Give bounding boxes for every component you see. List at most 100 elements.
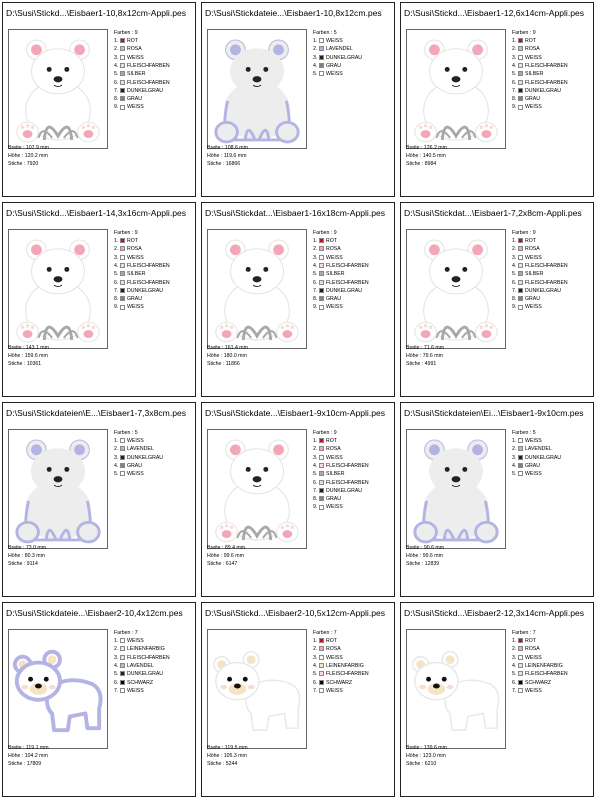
bear-shape <box>24 500 92 542</box>
bear-image <box>214 39 300 144</box>
bear-shape <box>428 125 433 129</box>
color-index: 5. <box>114 671 119 678</box>
color-name: WEISS <box>326 38 343 44</box>
bear-shape <box>275 120 300 144</box>
color-item: 9. WEISS <box>114 304 144 311</box>
color-index: 4. <box>114 62 119 69</box>
bear-shape <box>446 684 454 690</box>
color-index: 4. <box>512 62 517 69</box>
stat-breite: Breite : 119.1 mm <box>8 745 49 751</box>
color-name: LAVENDEL <box>525 446 552 453</box>
color-name: ROSA <box>326 646 341 653</box>
color-swatch <box>518 38 523 44</box>
color-swatch <box>120 271 125 277</box>
bear-shape <box>444 679 500 731</box>
color-name: WEISS <box>525 54 542 61</box>
bear-shape <box>442 528 470 541</box>
card: D:\Susi\Stickdateie...\Eisbaer2-10,4x12c… <box>2 602 196 797</box>
card: D:\Susi\Stickdat...\Eisbaer1-16x18cm-App… <box>201 202 395 397</box>
color-item: 4. FLEISCHFARBEN <box>114 263 170 270</box>
stat-breite: Breite : 108.6 mm <box>207 145 248 151</box>
bear-shape <box>280 525 285 529</box>
bear-shape <box>252 276 262 283</box>
bear-shape <box>220 684 228 690</box>
color-item: 2. ROSA <box>114 46 142 53</box>
bear-shape <box>484 323 489 328</box>
bear-shape <box>243 128 271 141</box>
color-swatch <box>518 279 523 285</box>
color-name: GRAU <box>525 296 540 303</box>
color-item: 3. DUNKELGRAU <box>114 455 163 462</box>
color-item: 8. GRAU <box>313 296 341 303</box>
bear-shape <box>462 266 468 272</box>
file-title: D:\Susi\Stickd...\Eisbaer2-10,5x12cm-App… <box>205 608 386 618</box>
bear-shape <box>481 130 492 138</box>
bear-shape <box>445 655 455 665</box>
color-name: WEISS <box>525 687 542 694</box>
bear-shape <box>86 323 91 328</box>
card: D:\Susi\Stickdateie...\Eisbaer1-10,8x12c… <box>201 2 395 197</box>
color-swatch <box>120 663 125 669</box>
color-name: WEISS <box>326 504 343 511</box>
color-swatch <box>518 438 523 444</box>
color-index: 6. <box>114 279 119 286</box>
bear-image <box>213 651 301 731</box>
bear-shape <box>444 66 450 72</box>
color-swatch <box>120 254 125 260</box>
color-index: 4. <box>313 462 318 469</box>
bear-image <box>414 39 498 143</box>
color-index: 4. <box>313 62 318 69</box>
color-swatch <box>319 687 324 693</box>
card: D:\Susi\Stickd...\Eisbaer1-10,8x12cm-App… <box>2 2 196 197</box>
bear-shape <box>20 325 25 329</box>
color-swatch <box>319 646 324 652</box>
color-index: 4. <box>512 662 517 669</box>
color-item: 6. FLEISCHFARBEN <box>114 280 170 287</box>
bear-shape <box>451 84 461 88</box>
color-index: 1. <box>512 38 517 44</box>
color-name: LEINENFARBIG <box>127 646 165 653</box>
bear-shape <box>44 678 103 733</box>
color-name: FLEISCHFARBEN <box>127 279 170 286</box>
color-swatch <box>518 271 523 277</box>
color-item: 3. WEISS <box>313 655 343 662</box>
color-item: 1. ROT <box>512 38 536 45</box>
bear-shape <box>25 123 30 128</box>
color-index: 4. <box>313 262 318 269</box>
color-swatch <box>120 263 125 269</box>
color-name: FLEISCHFARBEN <box>525 62 568 69</box>
color-item: 5. SILBER <box>313 471 344 478</box>
bear-shape <box>242 676 248 682</box>
color-index: 1. <box>313 238 318 244</box>
color-swatch <box>319 238 324 244</box>
color-index: 7. <box>114 287 119 294</box>
color-index: 2. <box>512 646 517 653</box>
color-count: Farben : 9 <box>114 230 138 236</box>
bear-image <box>15 439 101 544</box>
color-index: 6. <box>313 679 318 686</box>
color-swatch <box>518 296 523 302</box>
color-item: 7. DUNKELGRAU <box>313 488 362 495</box>
color-name: DUNKELGRAU <box>326 54 363 61</box>
bear-shape <box>81 125 86 129</box>
color-name: LEINENFARBIG <box>525 662 563 669</box>
color-name: DUNKELGRAU <box>525 287 562 294</box>
color-count: Farben : 9 <box>512 30 536 36</box>
bear-shape <box>422 500 490 542</box>
bear-shape <box>236 330 278 339</box>
color-name: WEISS <box>127 638 144 644</box>
bear-image <box>12 649 103 733</box>
bear-shape <box>241 525 273 541</box>
color-item: 8. GRAU <box>512 296 540 303</box>
stat-breite: Breite : 89.4 mm <box>207 545 246 551</box>
bear-shape <box>441 676 447 682</box>
color-index: 3. <box>114 454 119 461</box>
bear-shape <box>31 44 42 56</box>
color-swatch <box>518 654 523 660</box>
color-name: FLEISCHFARBEN <box>525 79 568 86</box>
color-item: 1. ROT <box>512 638 536 645</box>
stat-stiche: Stiche : 7920 <box>8 161 39 167</box>
bear-shape <box>64 266 70 272</box>
file-title: D:\Susi\Stickdat...\Eisbaer1-16x18cm-App… <box>205 208 386 218</box>
